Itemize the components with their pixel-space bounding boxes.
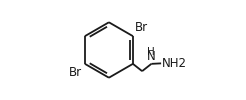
Text: Br: Br [135,21,148,34]
Text: N: N [147,50,156,63]
Text: H: H [148,47,155,57]
Text: NH2: NH2 [162,57,186,70]
Text: Br: Br [69,66,82,79]
